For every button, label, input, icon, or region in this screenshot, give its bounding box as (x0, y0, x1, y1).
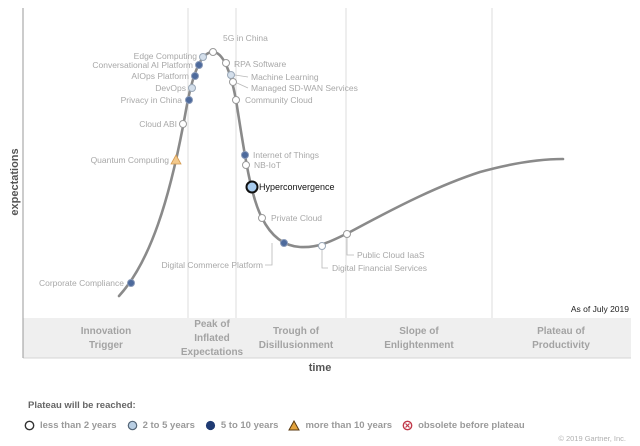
label-conversational-ai: Conversational AI Platform (92, 60, 193, 70)
marker-managed-sd-wan[interactable] (229, 78, 237, 86)
label-aiops-platform: AIOps Platform (131, 71, 189, 81)
phase-trough-line2: Disillusionment (259, 340, 334, 351)
marker-privacy-in-china[interactable] (185, 96, 193, 104)
legend-item-more-than-10: more than 10 years (288, 420, 392, 431)
label-privacy-in-china: Privacy in China (121, 95, 183, 105)
obsolete-x-circle-icon (402, 420, 413, 431)
label-public-cloud-iaas: Public Cloud IaaS (357, 250, 425, 260)
phase-trough-line1: Trough of (273, 326, 320, 337)
marker-devops[interactable] (188, 84, 196, 92)
marker-digital-commerce[interactable] (280, 239, 288, 247)
label-digital-commerce: Digital Commerce Platform (161, 260, 263, 270)
label-digital-financial: Digital Financial Services (332, 263, 427, 273)
marker-conversational-ai[interactable] (195, 61, 203, 69)
x-axis-label: time (309, 362, 332, 374)
legend-item-5-to-10: 5 to 10 years (205, 420, 279, 431)
as-of-date: As of July 2019 (571, 304, 629, 314)
label-devops: DevOps (155, 83, 186, 93)
label-community-cloud: Community Cloud (245, 95, 313, 105)
phase-peak-line1: Peak of (194, 319, 230, 330)
phase-slope-line2: Enlightenment (384, 340, 454, 351)
label-private-cloud: Private Cloud (271, 213, 322, 223)
open-circle-icon (24, 420, 35, 431)
label-machine-learning: Machine Learning (251, 72, 319, 82)
phase-peak-line3: Expectations (181, 347, 244, 358)
label-quantum-computing: Quantum Computing (91, 155, 170, 165)
marker-machine-learning[interactable] (227, 71, 235, 79)
triangle-icon (288, 420, 301, 431)
hype-curve (117, 50, 565, 298)
marker-digital-financial[interactable] (318, 242, 326, 250)
label-hyperconvergence: Hyperconvergence (259, 182, 335, 192)
marker-quantum-computing[interactable] (170, 154, 182, 165)
marker-rpa-software[interactable] (222, 59, 230, 67)
marker-corporate-compliance[interactable] (127, 279, 135, 287)
leader-lines (234, 74, 354, 269)
legend-item-less-than-2: less than 2 years (24, 420, 117, 431)
label-internet-of-things: Internet of Things (253, 150, 319, 160)
y-axis-label: expectations (9, 148, 21, 215)
phase-plateau-line2: Productivity (532, 340, 590, 351)
technology-labels: Corporate Compliance Quantum Computing C… (39, 33, 427, 288)
phase-innovation-line1: Innovation (81, 326, 132, 337)
label-nb-iot: NB-IoT (254, 160, 281, 170)
phase-slope-line1: Slope of (399, 326, 439, 337)
legend-label: less than 2 years (40, 420, 117, 431)
light-circle-icon (127, 420, 137, 431)
marker-5g-in-china[interactable] (209, 48, 217, 56)
label-managed-sd-wan: Managed SD-WAN Services (251, 83, 358, 93)
marker-aiops-platform[interactable] (191, 72, 199, 80)
marker-internet-of-things[interactable] (241, 151, 249, 159)
markers (127, 48, 351, 287)
legend-label: more than 10 years (305, 420, 393, 431)
label-5g-in-china: 5G in China (223, 33, 268, 43)
phase-peak-line2: Inflated (194, 333, 230, 344)
legend-label: obsolete before plateau (418, 420, 525, 431)
phase-band (23, 318, 631, 358)
legend-item-obsolete: obsolete before plateau (402, 420, 525, 431)
marker-private-cloud[interactable] (258, 214, 266, 222)
marker-hyperconvergence[interactable] (245, 180, 259, 194)
marker-cloud-abi[interactable] (179, 120, 187, 128)
label-edge-computing: Edge Computing (134, 51, 198, 61)
marker-community-cloud[interactable] (232, 96, 240, 104)
marker-nb-iot[interactable] (242, 161, 250, 169)
legend-label: 2 to 5 years (142, 420, 195, 431)
label-rpa-software: RPA Software (234, 59, 287, 69)
phase-labels: Innovation Trigger Peak of Inflated Expe… (81, 319, 591, 358)
legend-title: Plateau will be reached: (28, 400, 136, 411)
legend: less than 2 years 2 to 5 years 5 to 10 y… (24, 420, 531, 431)
copyright: © 2019 Gartner, Inc. (558, 434, 626, 443)
phase-plateau-line1: Plateau of (537, 326, 585, 337)
label-corporate-compliance: Corporate Compliance (39, 278, 124, 288)
phase-innovation-line2: Trigger (89, 340, 123, 351)
legend-item-2-to-5: 2 to 5 years (127, 420, 195, 431)
marker-public-cloud-iaas[interactable] (343, 230, 351, 238)
label-cloud-abi: Cloud ABI (139, 119, 177, 129)
marker-edge-computing[interactable] (199, 53, 207, 61)
dark-circle-icon (205, 420, 215, 431)
legend-label: 5 to 10 years (220, 420, 279, 431)
